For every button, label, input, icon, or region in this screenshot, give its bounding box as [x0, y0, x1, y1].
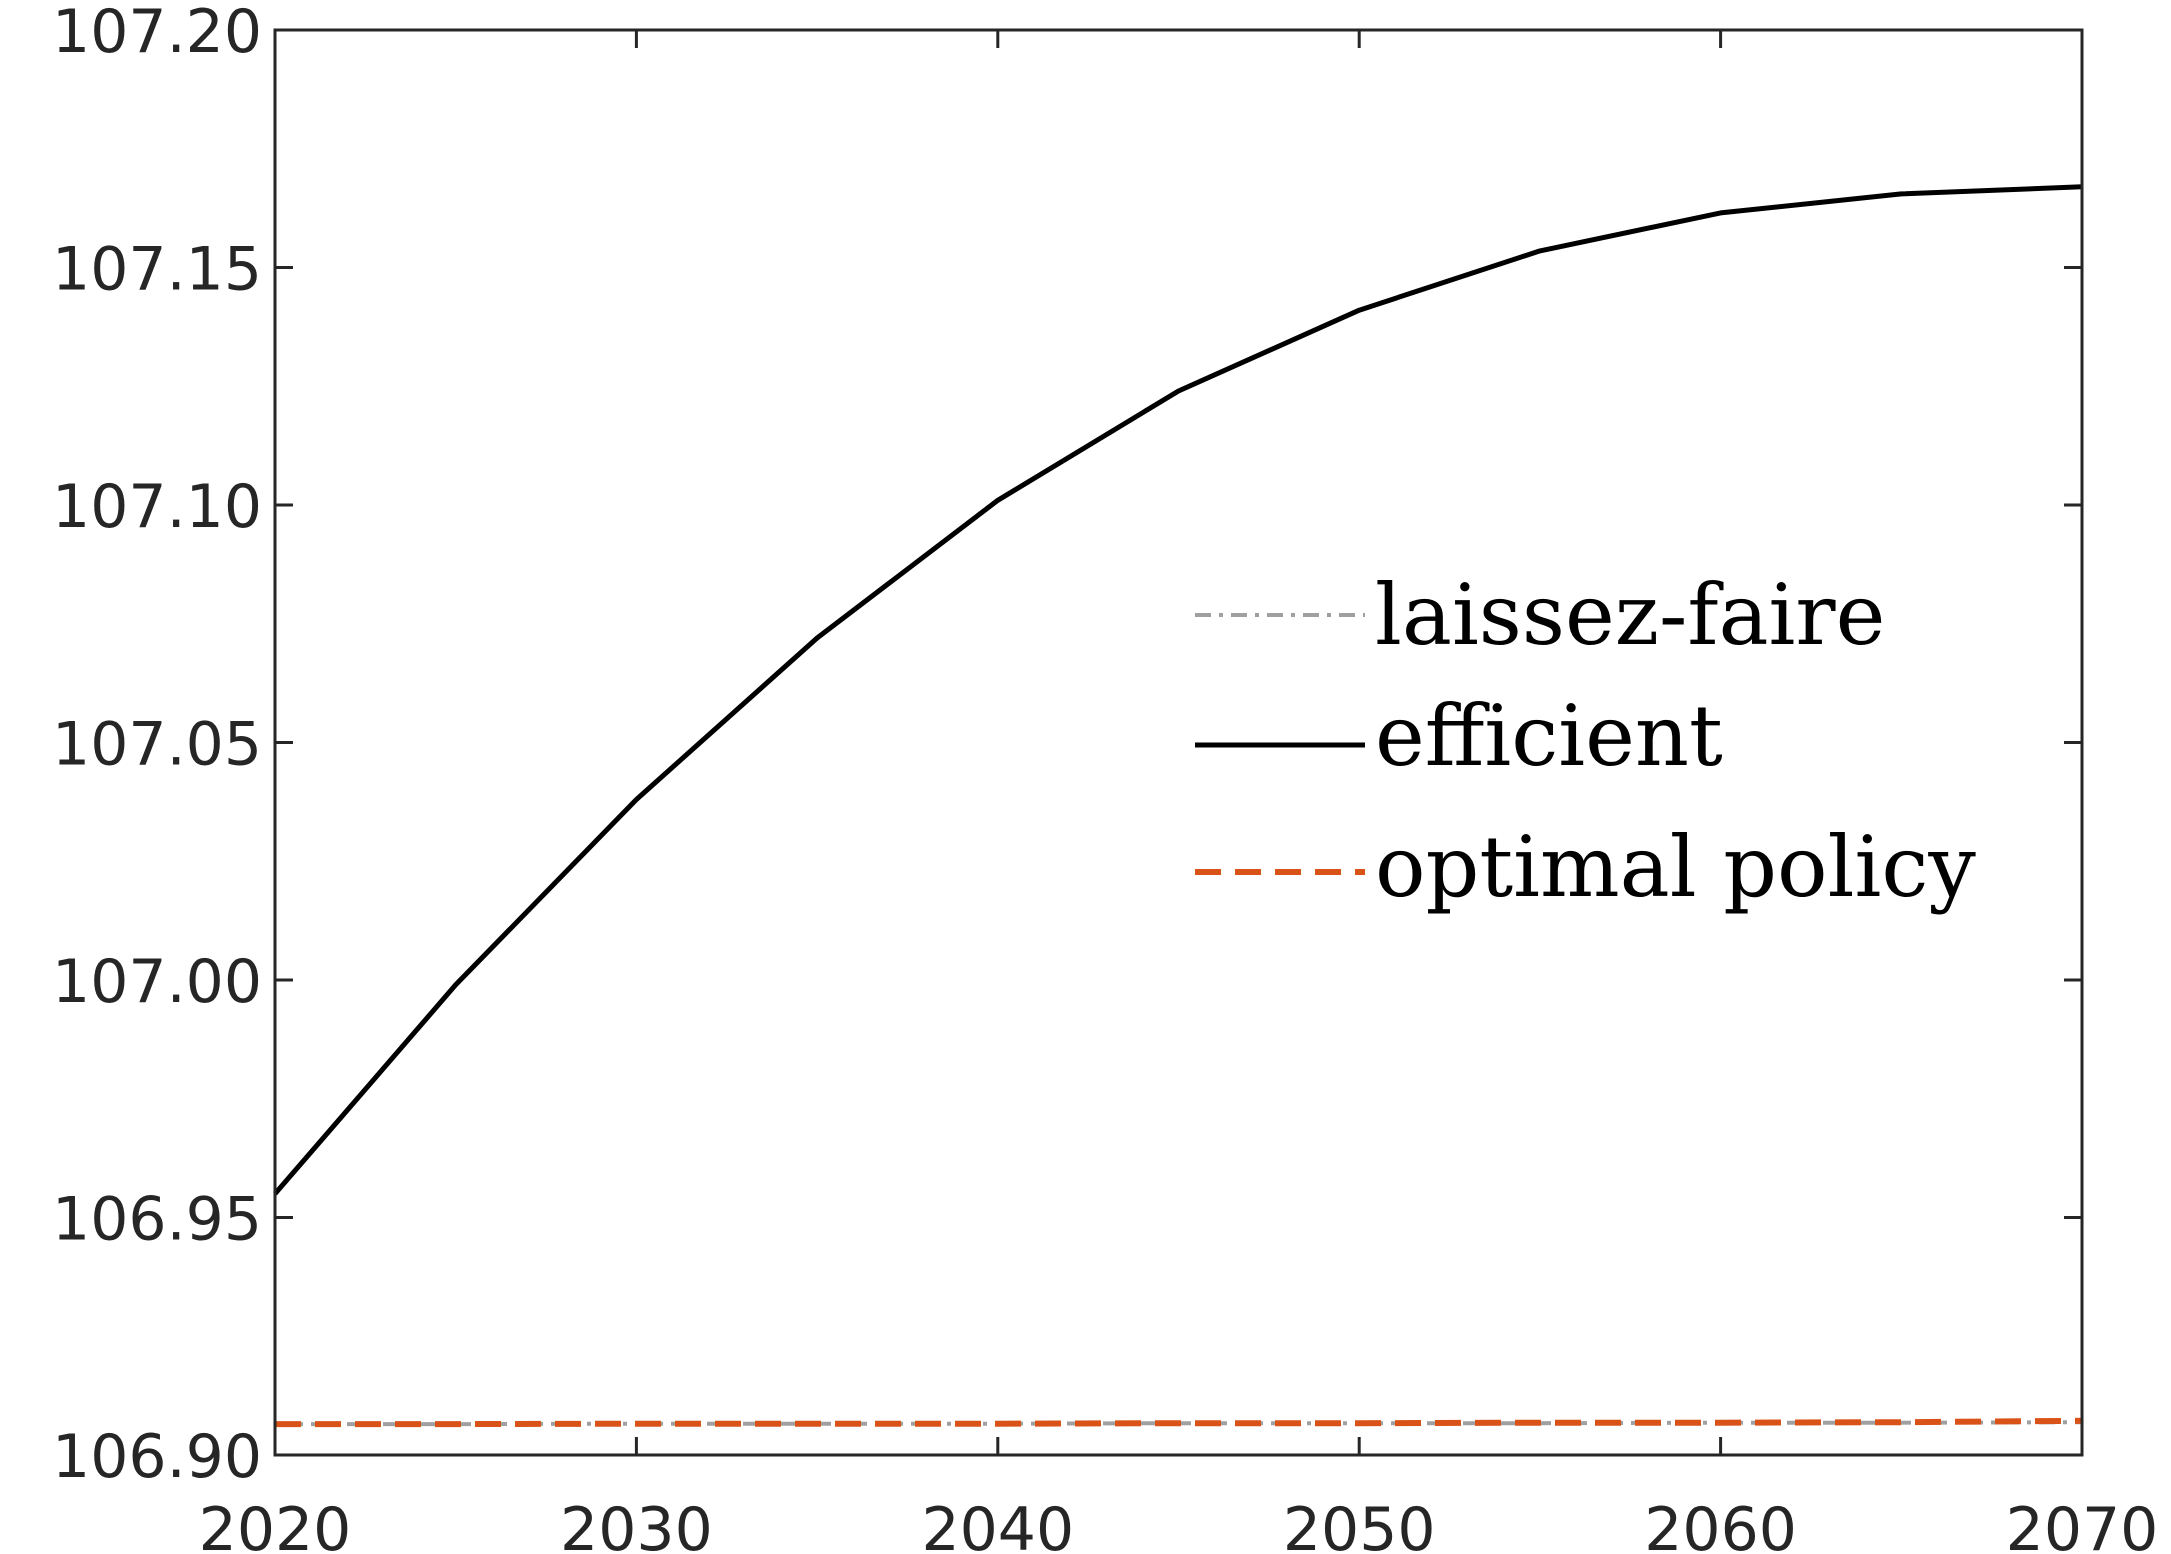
series-line-efficient	[273, 184, 2083, 1196]
legend: laissez-faire efficient optimal policy	[1195, 566, 1976, 916]
x-tick-label: 2070	[2006, 1495, 2159, 1554]
y-tick-label: 106.95	[52, 1185, 262, 1255]
y-tick-label: 106.90	[52, 1422, 262, 1492]
y-tick-label: 107.00	[52, 947, 262, 1017]
x-tick-label: 2060	[1644, 1495, 1797, 1554]
tick-group	[273, 28, 2084, 1457]
x-tick-label: 2030	[560, 1495, 713, 1554]
y-tick-label: 107.20	[52, 0, 262, 67]
x-tick-label: 2020	[199, 1495, 352, 1554]
legend-label-efficient: efficient	[1375, 687, 1723, 785]
x-tick-label: 2050	[1283, 1495, 1436, 1554]
legend-label-optimal-policy: optimal policy	[1375, 818, 1976, 916]
plot-area	[275, 30, 2082, 1455]
y-tick-label: 107.05	[52, 710, 262, 780]
y-tick-labels: 106.90 106.95 107.00 107.05 107.10 107.15 107.…	[52, 0, 262, 1492]
x-tick-label: 2040	[921, 1495, 1074, 1554]
y-tick-label: 107.15	[52, 235, 262, 305]
legend-label-laissez-faire: laissez-faire	[1375, 566, 1885, 664]
x-tick-labels: 2020 2030 2040 2050 2060 2070	[199, 1495, 2159, 1554]
series-line-optimal-policy	[275, 1417, 2083, 1428]
y-tick-label: 107.10	[52, 472, 262, 542]
series-group	[273, 184, 2083, 1428]
